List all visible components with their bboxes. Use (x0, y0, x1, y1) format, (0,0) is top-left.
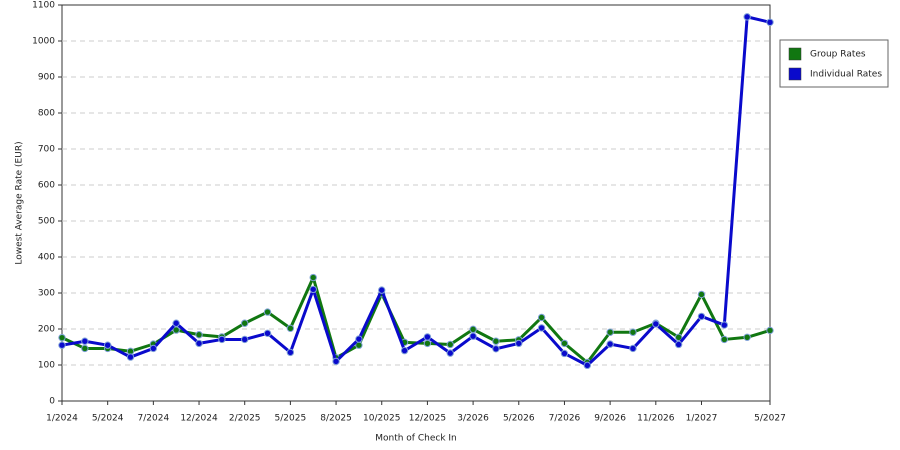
x-tick-label: 12/2024 (180, 414, 218, 424)
y-tick-label: 900 (38, 73, 55, 83)
y-tick-label: 400 (38, 253, 55, 263)
data-point (674, 333, 683, 341)
data-point (515, 339, 523, 348)
x-tick-label: 10/2025 (363, 414, 400, 424)
legend-swatch (788, 47, 802, 61)
data-point (537, 324, 546, 332)
x-tick-label: 5/2024 (92, 414, 124, 424)
data-point (286, 324, 295, 332)
data-point (652, 320, 660, 328)
data-point (332, 357, 340, 366)
data-point (469, 332, 477, 340)
data-point (195, 331, 203, 339)
data-point (81, 344, 89, 353)
data-point (697, 312, 706, 321)
y-tick-label: 500 (38, 217, 55, 227)
data-point (697, 290, 706, 299)
data-point (103, 341, 112, 349)
data-point (58, 341, 66, 349)
data-point (378, 286, 386, 294)
x-tick-label: 2/2025 (229, 414, 261, 424)
data-point (469, 325, 477, 334)
y-tick-label: 0 (49, 397, 55, 407)
data-point (195, 339, 203, 348)
data-point (446, 340, 454, 349)
data-point (766, 326, 774, 335)
x-tick-label: 12/2025 (409, 414, 446, 424)
y-axis-title: Lowest Average Rate (EUR) (15, 141, 25, 264)
x-tick-label: 11/2026 (637, 414, 675, 424)
data-point (492, 337, 500, 345)
data-point (218, 335, 226, 344)
data-point (241, 335, 249, 344)
x-tick-label: 1/2027 (686, 414, 718, 424)
data-point (58, 333, 66, 342)
x-tick-label: 5/2027 (754, 414, 786, 424)
data-point (674, 340, 683, 349)
data-point (766, 18, 774, 26)
data-point (560, 339, 569, 348)
legend-label: Individual Rates (810, 70, 882, 80)
y-tick-label: 300 (38, 289, 55, 299)
y-tick-label: 800 (38, 109, 55, 119)
data-point (492, 345, 500, 353)
legend-swatch (788, 67, 802, 81)
data-point (583, 361, 591, 370)
data-point (743, 333, 751, 341)
data-point (149, 344, 158, 353)
data-point (720, 335, 729, 344)
y-tick-label: 700 (38, 145, 55, 155)
x-tick-label: 3/2026 (457, 414, 489, 424)
data-point (606, 340, 614, 348)
x-tick-label: 9/2026 (594, 414, 626, 424)
data-point (263, 329, 272, 338)
data-point (263, 308, 272, 316)
y-tick-label: 200 (38, 325, 55, 335)
data-point (423, 339, 432, 348)
data-point (629, 328, 637, 336)
data-point (629, 344, 637, 353)
data-point (720, 321, 729, 329)
data-point (126, 353, 135, 361)
data-point (355, 335, 363, 343)
y-tick-label: 600 (38, 181, 55, 191)
x-tick-label: 7/2024 (138, 414, 170, 424)
legend-label: Group Rates (810, 50, 866, 60)
data-point (286, 348, 295, 357)
data-point (743, 13, 751, 21)
y-tick-label: 100 (38, 361, 55, 371)
data-point (241, 319, 249, 327)
series-line (61, 15, 771, 367)
data-point (560, 349, 569, 358)
x-tick-label: 1/2024 (46, 414, 78, 424)
data-point (309, 285, 317, 294)
data-point (423, 333, 432, 341)
x-tick-label: 7/2026 (549, 414, 581, 424)
x-tick-label: 5/2025 (275, 414, 307, 424)
x-tick-label: 8/2025 (320, 414, 352, 424)
data-point (537, 313, 546, 322)
data-point (309, 273, 317, 282)
data-point (81, 337, 89, 345)
x-tick-label: 5/2026 (503, 414, 535, 424)
y-tick-label: 1000 (32, 37, 55, 47)
plot-area (61, 4, 771, 402)
data-point (400, 346, 409, 355)
data-point (606, 328, 614, 336)
data-point (172, 319, 180, 327)
y-tick-label: 1100 (32, 1, 55, 11)
x-axis-title: Month of Check In (375, 434, 457, 444)
data-point (446, 349, 454, 357)
